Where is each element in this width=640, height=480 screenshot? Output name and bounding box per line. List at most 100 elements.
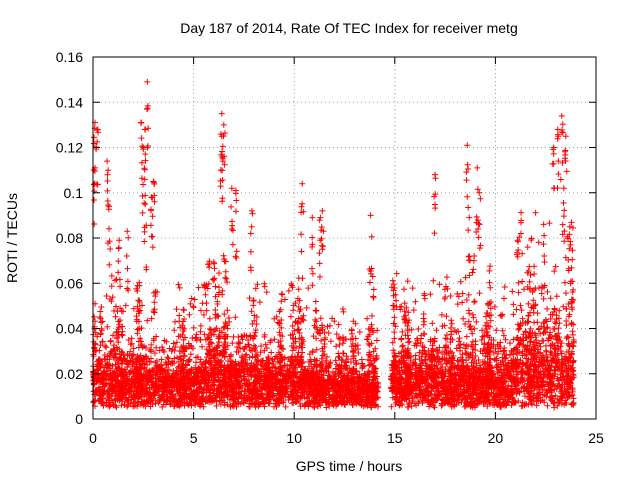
data-point bbox=[98, 319, 105, 326]
data-point bbox=[152, 383, 159, 390]
data-point bbox=[152, 293, 159, 300]
data-point bbox=[152, 372, 159, 379]
data-point bbox=[119, 349, 126, 356]
data-point bbox=[136, 361, 143, 368]
data-point bbox=[112, 303, 119, 310]
data-point bbox=[145, 400, 152, 407]
data-point bbox=[96, 398, 103, 405]
data-point bbox=[99, 383, 106, 390]
data-point bbox=[163, 396, 170, 403]
data-point bbox=[159, 344, 166, 351]
data-point bbox=[133, 368, 140, 375]
data-point bbox=[90, 353, 97, 360]
data-point bbox=[143, 389, 150, 396]
data-point bbox=[117, 305, 124, 312]
data-point bbox=[118, 402, 125, 409]
data-point bbox=[164, 354, 171, 361]
data-point bbox=[134, 391, 141, 398]
data-point bbox=[180, 357, 187, 364]
data-point bbox=[122, 302, 129, 309]
data-point bbox=[138, 325, 145, 332]
data-point bbox=[118, 307, 125, 314]
data-point bbox=[120, 392, 127, 399]
data-point bbox=[112, 350, 119, 357]
data-point bbox=[107, 337, 114, 344]
data-point bbox=[135, 390, 142, 397]
data-point bbox=[150, 375, 157, 382]
data-point bbox=[137, 374, 144, 381]
data-point bbox=[148, 348, 155, 355]
data-point bbox=[109, 332, 116, 339]
data-point bbox=[114, 384, 121, 391]
data-point bbox=[180, 352, 187, 359]
data-point bbox=[124, 396, 131, 403]
data-point bbox=[140, 356, 147, 363]
data-point bbox=[180, 306, 187, 313]
data-point bbox=[168, 395, 175, 402]
data-point bbox=[185, 358, 192, 365]
data-point bbox=[106, 403, 113, 410]
data-point bbox=[99, 370, 106, 377]
data-point bbox=[95, 377, 102, 384]
data-point bbox=[119, 323, 126, 330]
data-point bbox=[116, 346, 123, 353]
data-point bbox=[175, 364, 182, 371]
data-point bbox=[144, 372, 151, 379]
data-point bbox=[176, 353, 183, 360]
data-point bbox=[127, 341, 134, 348]
data-point bbox=[148, 371, 155, 378]
data-point bbox=[120, 352, 127, 359]
data-point bbox=[137, 401, 144, 408]
data-point bbox=[130, 351, 137, 358]
data-point bbox=[128, 340, 135, 347]
data-point bbox=[152, 400, 159, 407]
data-point bbox=[148, 355, 155, 362]
data-point bbox=[132, 398, 139, 405]
data-point bbox=[146, 358, 153, 365]
data-point bbox=[180, 364, 187, 371]
data-point bbox=[151, 289, 158, 296]
data-point bbox=[133, 316, 140, 323]
data-point bbox=[172, 393, 179, 400]
data-point bbox=[91, 391, 98, 398]
data-point bbox=[166, 374, 173, 381]
data-point bbox=[109, 376, 116, 383]
data-point bbox=[131, 384, 138, 391]
data-point bbox=[166, 345, 173, 352]
data-point bbox=[133, 285, 140, 292]
data-points bbox=[90, 78, 577, 411]
data-point bbox=[153, 387, 160, 394]
data-point bbox=[188, 295, 195, 302]
data-point bbox=[128, 335, 135, 342]
data-point bbox=[175, 397, 182, 404]
data-point bbox=[91, 345, 98, 352]
data-point bbox=[155, 399, 162, 406]
data-point bbox=[118, 358, 125, 365]
data-point bbox=[101, 364, 108, 371]
data-point bbox=[151, 299, 158, 306]
data-point bbox=[180, 376, 187, 383]
data-point bbox=[180, 336, 187, 343]
data-point bbox=[176, 348, 183, 355]
data-point bbox=[165, 355, 172, 362]
data-point bbox=[133, 358, 140, 365]
data-point bbox=[142, 353, 149, 360]
data-point bbox=[138, 302, 145, 309]
data-point bbox=[119, 382, 126, 389]
data-point bbox=[100, 379, 107, 386]
data-point bbox=[142, 403, 149, 410]
data-point bbox=[176, 312, 183, 319]
data-point bbox=[116, 387, 123, 394]
data-point bbox=[188, 367, 195, 374]
data-point bbox=[108, 298, 115, 305]
data-point bbox=[157, 394, 164, 401]
data-point bbox=[136, 279, 143, 286]
data-point bbox=[140, 393, 147, 400]
data-point bbox=[150, 308, 157, 315]
data-point bbox=[115, 372, 122, 379]
data-point bbox=[141, 382, 148, 389]
data-point bbox=[132, 402, 139, 409]
data-point bbox=[144, 317, 151, 324]
data-point bbox=[139, 344, 146, 351]
data-point bbox=[157, 366, 164, 373]
